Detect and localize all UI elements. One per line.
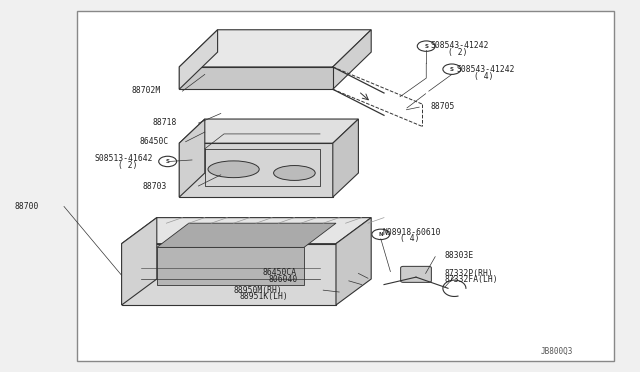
Text: ( 2): ( 2) xyxy=(118,161,138,170)
Polygon shape xyxy=(122,244,336,305)
Polygon shape xyxy=(179,67,333,89)
Circle shape xyxy=(159,156,177,167)
Text: S: S xyxy=(424,44,428,49)
Text: 88950M(RH): 88950M(RH) xyxy=(234,286,282,295)
Text: 88702M: 88702M xyxy=(131,86,161,94)
Text: 806040: 806040 xyxy=(269,275,298,283)
Text: 88703: 88703 xyxy=(142,182,166,190)
Polygon shape xyxy=(179,30,371,67)
Polygon shape xyxy=(179,119,205,197)
Polygon shape xyxy=(333,119,358,197)
Text: S08543-41242: S08543-41242 xyxy=(456,65,515,74)
Text: 86450CA: 86450CA xyxy=(262,268,296,277)
Circle shape xyxy=(372,229,390,240)
Text: S: S xyxy=(166,159,170,164)
Ellipse shape xyxy=(208,161,259,178)
Text: N: N xyxy=(378,232,383,237)
Circle shape xyxy=(443,64,461,74)
FancyBboxPatch shape xyxy=(77,11,614,361)
Polygon shape xyxy=(122,218,157,305)
Text: N08918-60610: N08918-60610 xyxy=(382,228,440,237)
Text: JB800Q3: JB800Q3 xyxy=(541,347,573,356)
Text: ( 4): ( 4) xyxy=(474,72,493,81)
Text: ( 2): ( 2) xyxy=(448,48,467,57)
Text: S: S xyxy=(450,67,454,72)
Polygon shape xyxy=(179,143,333,197)
Text: 88705: 88705 xyxy=(430,102,454,111)
Text: 87332FA(LH): 87332FA(LH) xyxy=(445,275,499,284)
Text: S08543-41242: S08543-41242 xyxy=(431,41,489,50)
Polygon shape xyxy=(122,218,371,244)
Text: 88718: 88718 xyxy=(152,118,177,127)
Polygon shape xyxy=(157,247,304,285)
Circle shape xyxy=(417,41,435,51)
Text: ( 4): ( 4) xyxy=(400,234,419,243)
FancyBboxPatch shape xyxy=(401,266,431,282)
Text: 88700: 88700 xyxy=(14,202,38,211)
Text: S08513-41642: S08513-41642 xyxy=(95,154,153,163)
Polygon shape xyxy=(336,218,371,305)
Text: 88951K(LH): 88951K(LH) xyxy=(240,292,289,301)
Polygon shape xyxy=(157,223,336,247)
Text: 86450C: 86450C xyxy=(140,137,169,146)
Text: 87332P(RH): 87332P(RH) xyxy=(445,269,493,278)
Polygon shape xyxy=(179,30,218,89)
Polygon shape xyxy=(333,30,371,89)
Polygon shape xyxy=(179,119,358,143)
Text: 88303E: 88303E xyxy=(445,251,474,260)
Ellipse shape xyxy=(274,166,316,180)
